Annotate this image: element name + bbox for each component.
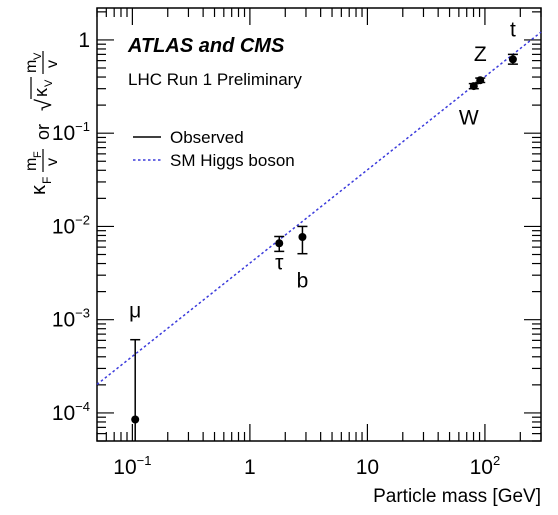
particle-label: τ bbox=[275, 251, 284, 274]
ylabel-mv-sub: V bbox=[32, 52, 44, 60]
x-tick-label: 10 bbox=[356, 456, 379, 479]
data-point bbox=[476, 76, 485, 85]
y-axis-title: κ F m F v or √ κ V m V v bbox=[23, 51, 61, 195]
ylabel-v-f: v bbox=[44, 158, 61, 166]
chart-title: ATLAS and CMS bbox=[127, 35, 285, 57]
x-tick-label: 1 bbox=[244, 456, 256, 479]
y-tick-label: 10−2 bbox=[52, 212, 90, 238]
particle-label: t bbox=[510, 18, 516, 41]
particle-label: μ bbox=[129, 300, 141, 323]
data-point bbox=[508, 55, 517, 64]
particle-label: Z bbox=[474, 43, 487, 66]
ylabel-mv: m bbox=[23, 60, 40, 73]
particle-label: b bbox=[297, 270, 309, 293]
ylabel-mf-sub: F bbox=[32, 151, 44, 158]
legend: Observed SM Higgs boson bbox=[133, 128, 295, 170]
data-point bbox=[275, 239, 284, 248]
ylabel-kappa-v-sub: V bbox=[43, 79, 55, 87]
plot-frame bbox=[96, 7, 542, 442]
axis-ticks bbox=[96, 8, 542, 442]
ylabel-kappa-f-sub: F bbox=[40, 177, 54, 184]
x-tick-label: 10−1 bbox=[113, 453, 151, 479]
chart-subtitle: LHC Run 1 Preliminary bbox=[128, 70, 302, 89]
legend-observed-label: Observed bbox=[170, 128, 244, 147]
ylabel-sqrt: √ bbox=[31, 98, 56, 111]
data-point bbox=[469, 82, 478, 91]
y-tick-label: 10−3 bbox=[52, 306, 90, 332]
tick-labels: 10−1 1 10 102 1 10−1 10−2 10−3 10−4 bbox=[52, 29, 500, 479]
sm-higgs-line bbox=[96, 31, 542, 386]
x-tick-label: 102 bbox=[470, 453, 501, 479]
ylabel-kappa-v: κ bbox=[31, 87, 51, 97]
x-axis-title: Particle mass [GeV] bbox=[373, 486, 541, 507]
y-tick-label: 10−1 bbox=[52, 119, 90, 145]
ylabel-mf: m bbox=[23, 158, 40, 171]
ylabel-kappa-f: κ bbox=[28, 184, 50, 195]
data-point bbox=[298, 233, 307, 242]
data-points: μ τb W Zt bbox=[129, 18, 518, 441]
ylabel-v-v: v bbox=[44, 60, 61, 68]
y-tick-label: 10−4 bbox=[52, 399, 90, 425]
ylabel-or: or bbox=[33, 124, 53, 140]
y-tick-label: 1 bbox=[78, 29, 90, 52]
data-point bbox=[131, 415, 140, 424]
particle-label: W bbox=[459, 107, 479, 130]
legend-sm-label: SM Higgs boson bbox=[170, 151, 295, 170]
